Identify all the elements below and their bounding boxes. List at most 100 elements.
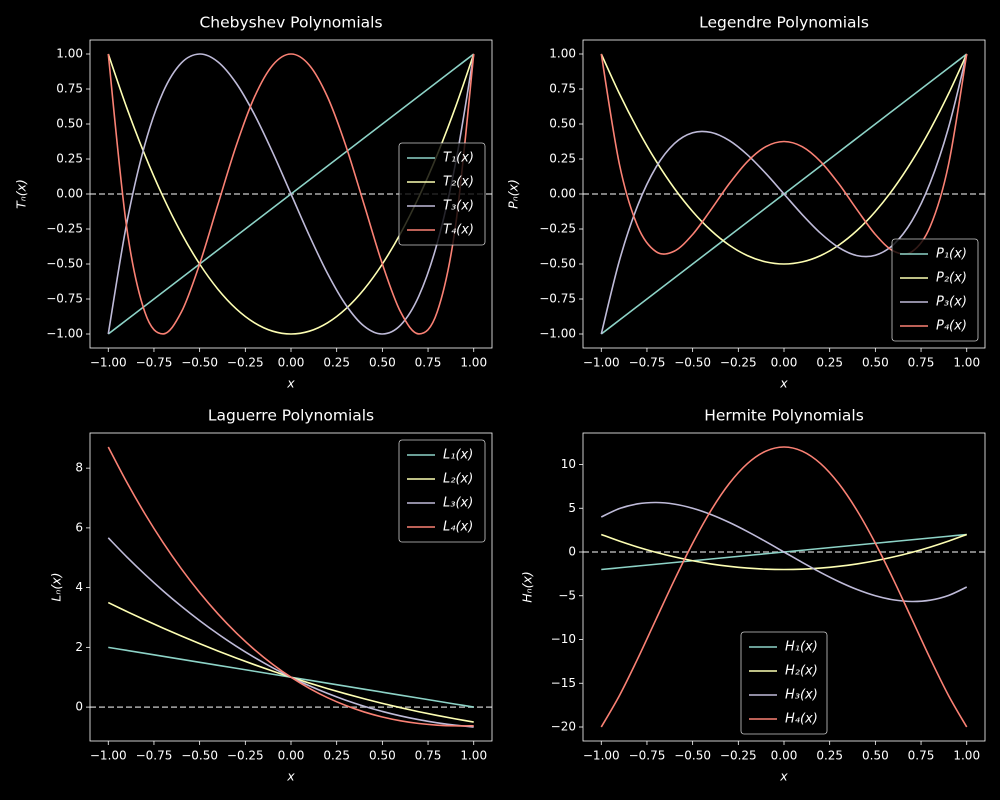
- y-tick-label: −0.75: [539, 292, 576, 306]
- legend-label: P₄(x): [936, 319, 967, 334]
- y-tick-label: −0.50: [46, 257, 83, 271]
- x-tick-label: 0.25: [816, 356, 843, 370]
- y-tick-label: −0.25: [539, 222, 576, 236]
- axes-frame: [89, 432, 493, 742]
- y-tick-label: 5: [568, 501, 576, 515]
- y-tick-label: 0: [75, 700, 83, 714]
- y-tick-label: 0: [568, 545, 576, 559]
- x-tick-label: 0.50: [369, 749, 396, 763]
- legend-label: L₁(x): [443, 448, 473, 463]
- chart-title: Chebyshev Polynomials: [199, 14, 382, 32]
- x-tick-label: 0.75: [415, 749, 442, 763]
- x-tick-label: −0.75: [629, 356, 666, 370]
- legend-label: L₂(x): [443, 472, 473, 487]
- y-axis-label: Pₙ(x): [506, 179, 521, 209]
- x-axis-label: x: [286, 769, 295, 784]
- chart-title: Legendre Polynomials: [699, 14, 869, 32]
- y-tick-label: 8: [75, 461, 83, 475]
- y-tick-label: −0.25: [46, 222, 83, 236]
- x-tick-label: 1.00: [460, 749, 487, 763]
- plot-area: [90, 446, 492, 728]
- y-tick-label: −1.00: [539, 327, 576, 341]
- x-tick-label: −0.25: [227, 356, 264, 370]
- legend-label: L₃(x): [443, 496, 473, 511]
- x-tick-label: −0.25: [720, 356, 757, 370]
- subplot: Hermite Polynomials x Hₙ(x) −1.00 −0.75 −0.50…: [520, 407, 986, 784]
- x-axis-label: x: [779, 769, 788, 784]
- x-tick-label: −1.00: [583, 749, 620, 763]
- y-tick-label: 6: [75, 520, 83, 534]
- series-line: [600, 446, 968, 728]
- x-tick-label: 0.50: [369, 356, 396, 370]
- y-tick-label: −5: [558, 588, 576, 602]
- x-tick-label: 0.25: [323, 749, 350, 763]
- series-line: [107, 446, 474, 727]
- legend: L₁(x) L₂(x) L₃(x) L₄(x): [398, 439, 486, 543]
- y-tick-label: −0.50: [539, 257, 576, 271]
- x-tick-label: 1.00: [953, 749, 980, 763]
- x-tick-label: 0.00: [278, 356, 305, 370]
- x-tick-label: −0.25: [227, 749, 264, 763]
- y-tick-label: 0.50: [56, 117, 83, 131]
- y-axis-label: Tₙ(x): [14, 179, 29, 209]
- y-axis-label: Lₙ(x): [49, 572, 64, 601]
- series-line: [107, 53, 475, 335]
- subplot: Chebyshev Polynomials x Tₙ(x) −1.00 −0.75 −0.…: [14, 14, 493, 391]
- x-tick-label: −0.50: [181, 356, 218, 370]
- x-tick-label: −1.00: [90, 749, 127, 763]
- x-tick-label: 0.75: [908, 749, 935, 763]
- x-tick-label: 0.25: [323, 356, 350, 370]
- chart-title: Laguerre Polynomials: [208, 407, 374, 425]
- y-tick-label: 1.00: [549, 47, 576, 61]
- x-tick-label: 0.50: [862, 749, 889, 763]
- x-axis-label: x: [779, 376, 788, 391]
- series-line: [600, 501, 968, 603]
- subplot: Laguerre Polynomials x Lₙ(x) −1.00 −0.75 −0.5…: [49, 407, 493, 784]
- legend-label: T₁(x): [443, 151, 474, 166]
- legend-label: H₃(x): [785, 688, 818, 703]
- legend-label: H₁(x): [785, 640, 818, 655]
- x-tick-label: −1.00: [583, 356, 620, 370]
- y-tick-label: −15: [551, 676, 576, 690]
- x-tick-label: 0.75: [415, 356, 442, 370]
- y-axis-label: Hₙ(x): [520, 571, 535, 603]
- subplot: Legendre Polynomials x Pₙ(x) −1.00 −0.75 −0.5…: [506, 14, 986, 391]
- y-tick-label: 0.00: [549, 187, 576, 201]
- y-tick-label: 0.00: [56, 187, 83, 201]
- x-tick-label: 1.00: [460, 356, 487, 370]
- x-tick-label: −0.50: [674, 749, 711, 763]
- x-tick-label: −0.75: [629, 749, 666, 763]
- legend-label: H₂(x): [785, 664, 818, 679]
- series-line: [600, 53, 968, 335]
- legend: T₁(x) T₂(x) T₃(x) T₄(x): [398, 142, 486, 246]
- x-tick-label: −1.00: [90, 356, 127, 370]
- legend-box: [891, 238, 979, 342]
- x-tick-label: −0.50: [674, 356, 711, 370]
- y-tick-label: 1.00: [56, 47, 83, 61]
- legend-box: [740, 631, 828, 735]
- x-tick-label: −0.25: [720, 749, 757, 763]
- axes-frame: [582, 39, 986, 349]
- legend: H₁(x) H₂(x) H₃(x) H₄(x): [740, 631, 828, 735]
- series-line: [600, 533, 968, 571]
- axes-frame: [582, 432, 986, 742]
- x-tick-label: −0.75: [136, 356, 173, 370]
- chart-title: Hermite Polynomials: [704, 407, 864, 425]
- y-tick-label: −20: [551, 720, 576, 734]
- axes-frame: [89, 39, 493, 349]
- legend-label: P₁(x): [936, 247, 967, 262]
- y-tick-label: 0.25: [549, 152, 576, 166]
- y-tick-label: 0.50: [549, 117, 576, 131]
- series-line: [107, 53, 475, 335]
- y-tick-label: 0.25: [56, 152, 83, 166]
- legend-box: [398, 142, 486, 246]
- x-tick-label: −0.50: [181, 749, 218, 763]
- x-tick-label: −0.75: [136, 749, 173, 763]
- x-tick-label: 0.75: [908, 356, 935, 370]
- x-tick-label: 0.00: [771, 356, 798, 370]
- y-tick-label: −1.00: [46, 327, 83, 341]
- plot-area: [583, 446, 985, 728]
- x-tick-label: 0.25: [816, 749, 843, 763]
